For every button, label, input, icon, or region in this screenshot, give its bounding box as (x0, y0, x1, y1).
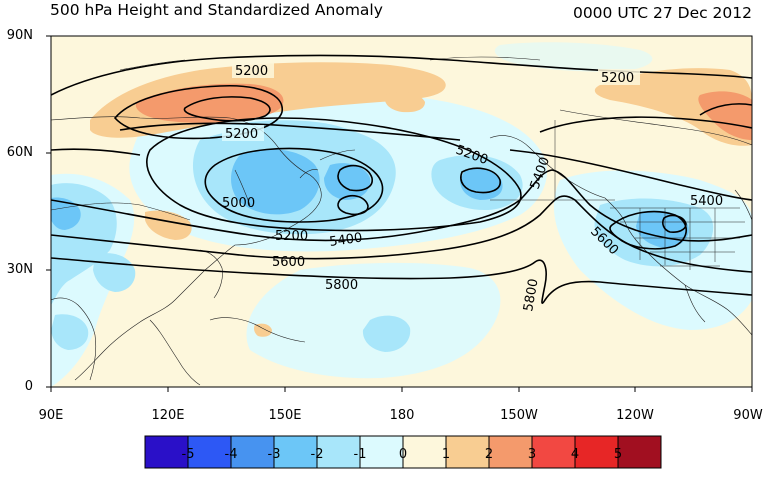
colorbar-swatch (445, 435, 490, 469)
map-timestamp: 0000 UTC 27 Dec 2012 (572, 4, 752, 22)
lon-label-90e: 90E (38, 408, 64, 423)
axis-ticks (46, 35, 753, 392)
colorbar-label: -4 (224, 447, 238, 462)
contour-label: 5600 (272, 255, 305, 270)
lon-label-120w: 120W (616, 408, 654, 423)
contour-label: 5800 (521, 277, 542, 312)
colorbar-label: 1 (441, 447, 451, 462)
contour-label: 5800 (325, 278, 358, 293)
contour-label: 5200 (225, 127, 258, 142)
colorbar-label: -5 (181, 447, 195, 462)
lat-label-equator: 0 (24, 379, 33, 394)
lat-label-90n: 90N (6, 28, 33, 43)
colorbar-swatch (316, 435, 361, 469)
colorbar-label: -1 (353, 447, 367, 462)
anomaly-shading (51, 36, 752, 387)
contour-label: 5200 (275, 229, 308, 244)
colorbar-swatch (617, 435, 662, 469)
colorbar-swatch (402, 435, 447, 469)
coastlines (51, 56, 752, 386)
lon-label-150w: 150W (500, 408, 538, 423)
contour-label: 5200 (235, 64, 268, 79)
colorbar-label: 2 (484, 447, 494, 462)
colorbar-swatch (488, 435, 533, 469)
colorbar-swatch (531, 435, 576, 469)
political-borders (51, 120, 745, 270)
colorbar-swatch (273, 435, 318, 469)
colorbar-swatch (144, 435, 189, 469)
colorbar-swatch (187, 435, 232, 469)
colorbar-label: -2 (310, 447, 324, 462)
contour-label: 5400 (690, 194, 723, 209)
contour-label: 5000 (222, 196, 255, 211)
colorbar (144, 435, 662, 469)
lon-label-90w: 90W (733, 408, 763, 423)
lon-label-120e: 120E (151, 408, 185, 423)
lat-label-30n: 30N (6, 262, 33, 277)
lat-label-60n: 60N (6, 145, 33, 160)
colorbar-label: 0 (398, 447, 408, 462)
colorbar-label: 4 (570, 447, 580, 462)
map-title: 500 hPa Height and Standardized Anomaly (50, 1, 383, 19)
colorbar-label: -3 (267, 447, 281, 462)
colorbar-swatch (574, 435, 619, 469)
lon-label-150e: 150E (268, 408, 302, 423)
colorbar-label: 3 (527, 447, 537, 462)
colorbar-swatch (230, 435, 275, 469)
contour-label: 5400 (328, 231, 363, 250)
height-contours (51, 54, 752, 304)
contour-label: 5200 (601, 71, 634, 86)
lon-label-180: 180 (389, 408, 415, 423)
colorbar-label: 5 (613, 447, 623, 462)
